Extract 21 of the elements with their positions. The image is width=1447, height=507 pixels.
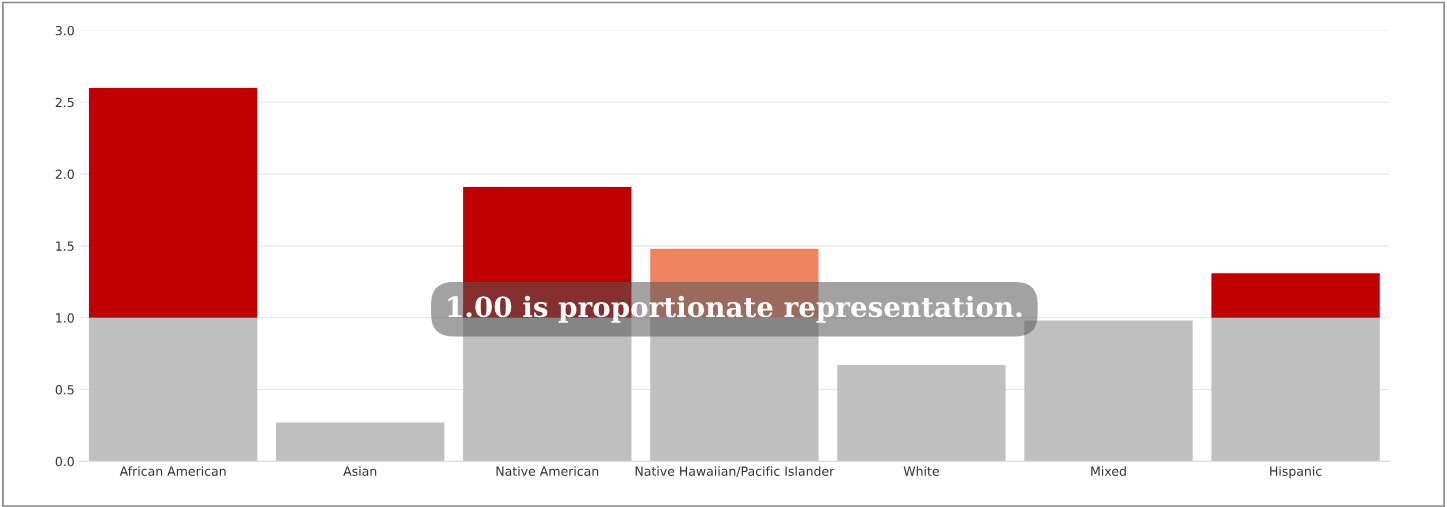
y-tick-label: 0.5 [55,385,74,395]
bar [1024,320,1193,462]
x-tick-label: Native American [496,466,599,476]
x-tick-label: Hispanic [1270,466,1322,479]
x-tick-label: Asian [343,466,377,476]
y-tick-label: 2.5 [55,97,74,108]
y-tick-label: 2.0 [55,169,74,179]
y-tick-label: 1.5 [56,241,74,251]
y-tick-label: 1.0 [56,313,74,323]
bar [837,365,1006,462]
y-tick-label: 3.0 [55,25,74,36]
y-tick-label: 0.0 [55,456,74,467]
bar [276,422,445,462]
x-tick-label: White [903,466,939,476]
bar [88,317,258,462]
x-tick-label: Mixed [1091,466,1126,476]
bar [88,87,258,318]
bar [1211,317,1380,462]
x-tick-label: Native Hawaiian/Pacific Islander [635,466,835,477]
x-tick-label: African American [119,466,226,476]
bar [1211,273,1380,318]
